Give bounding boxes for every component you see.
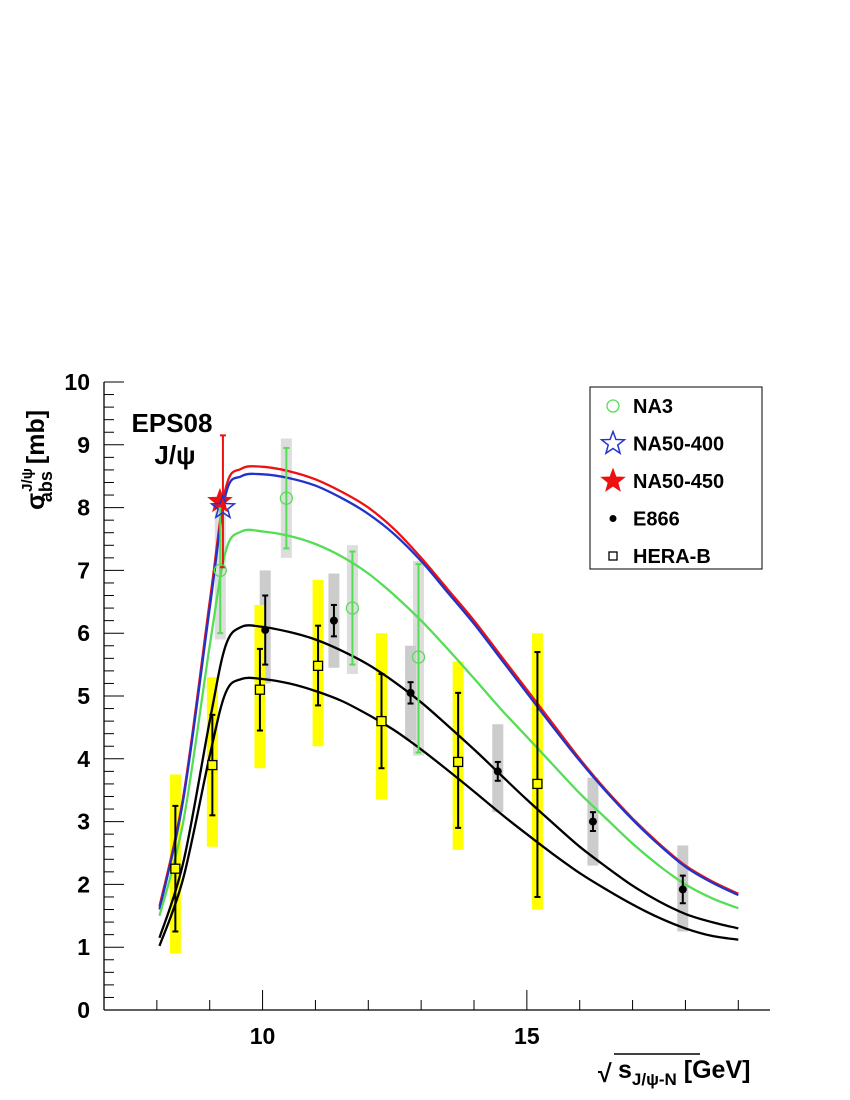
e866-fit-curve (158, 624, 739, 939)
legend-label-na50-400: NA50-400 (633, 434, 724, 456)
axes: 0 1 2 3 4 5 6 7 8 9 10 10 15 (64, 369, 770, 1049)
hera-b-point-1 (207, 759, 218, 771)
legend-marker-na3 (606, 399, 620, 413)
na3-stat-bar-1 (283, 446, 290, 550)
y-axis-symbol: σ (22, 493, 50, 510)
legend-marker-e866 (609, 515, 617, 522)
e866-point-1 (329, 616, 338, 625)
annotation-jpsi: J/ψ (154, 440, 195, 470)
na3-point-2 (345, 601, 360, 615)
hera-b-stat-bar-6 (534, 651, 541, 898)
legend-marker-hera-b (608, 551, 618, 561)
e866-point-5 (678, 885, 687, 894)
hera-b-point-0 (170, 863, 181, 874)
legend-label-hera-b: HERA-B (633, 546, 711, 568)
x-tick-label: 10 (250, 1023, 276, 1049)
e866-point-2 (406, 688, 415, 697)
y-tick-label: 3 (77, 809, 90, 835)
na3-stat-bar-2 (349, 550, 356, 666)
y-tick-label: 4 (77, 746, 90, 772)
e866-point-0 (261, 626, 270, 635)
legend: NA3 NA50-400 NA50-450 E866 HERA-B (589, 386, 763, 570)
y-axis-title: σJ/ψabs [mb] (19, 410, 56, 510)
x-axis-sqrt-sign: √ (598, 1060, 612, 1088)
y-tick-label: 10 (64, 369, 90, 395)
hera-b-point-6 (532, 778, 543, 790)
hera-b-point-5 (452, 756, 464, 768)
y-tick-label: 1 (77, 934, 90, 960)
y-tick-label: 5 (77, 683, 90, 709)
x-tick-label: 15 (514, 1023, 540, 1049)
hera-b-fit-curve (158, 676, 739, 947)
hera-b-point-4 (376, 715, 387, 727)
y-axis-unit: [mb] (22, 410, 50, 471)
x-axis-title: √ sJ/ψ-N [GeV] (598, 1053, 750, 1089)
na3-stat-bar-3 (415, 563, 422, 754)
svg-text:σJ/ψabs [mb]: σJ/ψabs [mb] (19, 410, 56, 510)
y-axis-subscript: abs (36, 471, 56, 502)
legend-label-e866: E866 (633, 509, 680, 531)
svg-text:sJ/ψ-N [GeV]: sJ/ψ-N [GeV] (618, 1056, 750, 1089)
x-axis-variable: s (618, 1056, 632, 1084)
y-tick-label: 0 (77, 997, 90, 1023)
hera-b-point-3 (312, 660, 324, 672)
x-axis-unit: [GeV] (677, 1056, 751, 1084)
na3-point-1 (279, 491, 294, 505)
na50-400-point-0 (209, 493, 237, 520)
y-tick-label: 7 (77, 557, 90, 583)
y-tick-label: 2 (77, 871, 90, 897)
legend-label-na50-450: NA50-450 (633, 471, 724, 493)
legend-label-na3: NA3 (633, 396, 673, 418)
na3-fit-curve (158, 528, 739, 917)
na3-point-0 (213, 563, 227, 578)
na3-point-3 (411, 650, 426, 664)
y-tick-label: 6 (77, 620, 90, 646)
data-points (170, 487, 687, 894)
x-axis-subscript: J/ψ-N (632, 1070, 677, 1089)
y-tick-label: 8 (77, 495, 90, 521)
annotation-eps08: EPS08 (132, 408, 213, 438)
y-axis-superscript: J/ψ (19, 468, 36, 492)
legend-marker-na50-450 (600, 467, 626, 492)
e866-point-3 (493, 767, 502, 776)
na50-450-point-0 (207, 487, 233, 513)
hera-b-point-2 (254, 684, 266, 695)
y-tick-label: 9 (77, 432, 90, 458)
e866-point-4 (588, 817, 597, 826)
legend-marker-na50-400 (599, 429, 627, 455)
